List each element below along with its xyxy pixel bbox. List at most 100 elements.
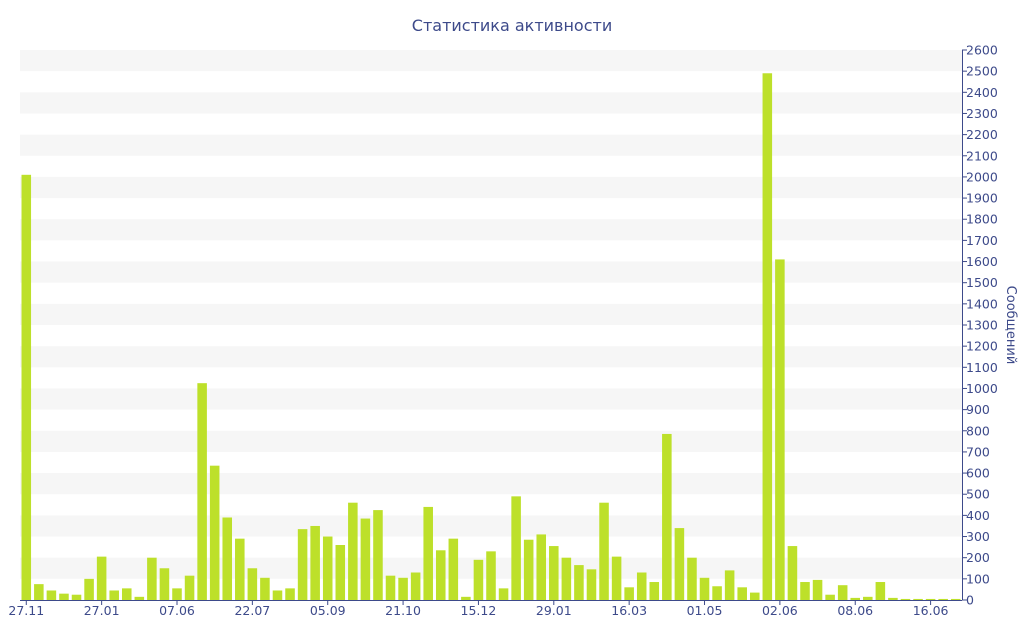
x-tick-label: 05.09 <box>310 603 346 618</box>
bar <box>812 579 823 600</box>
chart-title: Статистика активности <box>412 16 612 35</box>
bar <box>410 572 421 600</box>
grid-band <box>20 388 962 410</box>
bar <box>71 594 82 600</box>
y-tick-label: 1900 <box>966 191 998 206</box>
grid-band <box>20 134 962 156</box>
y-axis: 0 100 200 300 400 500 600 700 800 900 1000 1100 1200… <box>962 43 998 608</box>
bar <box>549 546 559 600</box>
y-tick-label: 600 <box>966 466 990 481</box>
grid-band <box>20 261 962 283</box>
bar <box>272 590 283 600</box>
y-tick-label: 700 <box>966 444 990 459</box>
bar <box>184 575 195 600</box>
y-tick-label: 100 <box>966 571 990 586</box>
grid-band <box>20 303 962 325</box>
y-tick-label: 2300 <box>966 106 998 121</box>
bar <box>235 538 245 600</box>
bar <box>360 518 371 600</box>
x-axis: 27.11 27.01 07.06 22.07 05.09 21.10 15.12 29.01… <box>8 600 962 618</box>
bar <box>875 582 886 600</box>
grid-band <box>20 473 962 495</box>
bar <box>800 582 810 600</box>
bar <box>599 502 609 600</box>
grid-band <box>20 346 962 368</box>
bar <box>473 559 484 600</box>
bar <box>649 582 660 600</box>
bar <box>423 506 433 600</box>
bar <box>724 570 735 600</box>
bar <box>913 598 923 600</box>
y-tick-label: 2200 <box>966 127 998 142</box>
grid-band <box>20 515 962 537</box>
bar <box>762 73 773 601</box>
bar <box>574 565 584 600</box>
bar <box>121 588 132 600</box>
bar <box>662 433 672 600</box>
bar <box>950 598 961 600</box>
bar <box>197 383 207 600</box>
y-tick-label: 2100 <box>966 148 998 163</box>
y-tick-label: 1100 <box>966 360 998 375</box>
x-tick-label: 16.06 <box>913 603 949 618</box>
bar <box>523 539 534 600</box>
y-tick-label: 2600 <box>966 43 998 58</box>
bar <box>398 577 408 600</box>
grid-band <box>20 219 962 241</box>
bar <box>461 596 471 600</box>
y-tick-label: 1800 <box>966 212 998 227</box>
bar <box>611 556 622 600</box>
x-tick-label: 08.06 <box>837 603 873 618</box>
x-tick-label: 27.11 <box>8 603 44 618</box>
x-tick-label: 22.07 <box>234 603 270 618</box>
y-tick-label: 1700 <box>966 233 998 248</box>
bar <box>209 465 220 600</box>
bar <box>787 546 798 600</box>
bar <box>34 584 44 600</box>
bar <box>825 594 835 600</box>
y-tick-label: 2500 <box>966 64 998 79</box>
bar <box>737 587 747 600</box>
bar <box>96 556 107 600</box>
bar <box>749 592 760 600</box>
y-tick-label: 400 <box>966 508 990 523</box>
y-tick-label: 1200 <box>966 339 998 354</box>
bar <box>624 587 634 600</box>
y-axis-label: Сообщений <box>1003 286 1018 365</box>
x-tick-label: 21.10 <box>385 603 421 618</box>
bar <box>511 496 521 600</box>
bar <box>247 568 258 600</box>
x-tick-label: 02.06 <box>762 603 798 618</box>
x-tick-label: 16.03 <box>611 603 647 618</box>
bar <box>850 597 861 600</box>
y-tick-label: 1600 <box>966 254 998 269</box>
bar <box>385 575 396 600</box>
grid-band <box>20 92 962 114</box>
x-tick-label: 27.01 <box>84 603 120 618</box>
bar <box>775 259 785 600</box>
bar <box>159 568 170 600</box>
bar <box>863 596 873 600</box>
bar-series <box>21 73 961 601</box>
y-tick-label: 1300 <box>966 318 998 333</box>
bar <box>46 590 57 600</box>
bar <box>925 598 936 600</box>
bar <box>699 577 710 600</box>
bar <box>222 517 233 600</box>
y-tick-label: 300 <box>966 529 990 544</box>
grid-band <box>20 430 962 452</box>
bar <box>448 538 459 600</box>
bar <box>498 588 509 600</box>
grid-bands <box>20 50 962 579</box>
bar <box>674 528 685 600</box>
bar <box>310 525 320 600</box>
y-tick-label: 500 <box>966 487 990 502</box>
y-tick-label: 1000 <box>966 381 998 396</box>
bar <box>837 585 848 600</box>
y-tick-label: 0 <box>966 593 974 608</box>
y-tick-label: 200 <box>966 550 990 565</box>
bar <box>322 536 333 600</box>
bar <box>435 550 446 600</box>
bar <box>335 545 346 600</box>
